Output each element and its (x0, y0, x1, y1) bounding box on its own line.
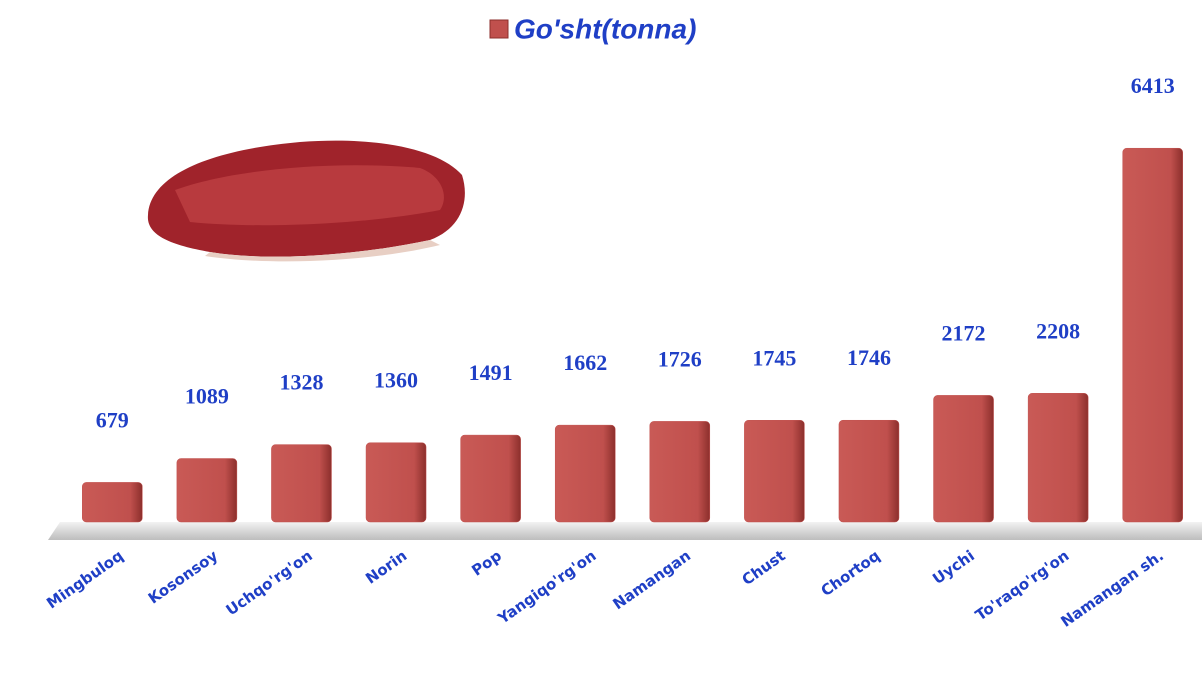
x-tick-label: Kosonsoy (145, 546, 222, 607)
x-tick-label: Norin (362, 547, 410, 588)
x-tick-label: Uchqo'rg'on (223, 547, 316, 620)
x-tick-label: Chortoq (818, 547, 884, 601)
bar (1028, 393, 1088, 522)
data-label: 1745 (752, 345, 796, 370)
meat-picture (148, 141, 465, 262)
legend-swatch (490, 20, 508, 38)
bar (555, 425, 615, 522)
bar (366, 443, 426, 522)
bar (177, 459, 237, 522)
data-label: 1360 (374, 368, 418, 393)
page: Go'sht(tonna) Mingbuloq 679 Kosonsoy 1089 Uc… (0, 0, 1202, 676)
bar (82, 482, 142, 522)
data-label: 1089 (185, 384, 229, 409)
data-label: 2172 (942, 320, 986, 345)
x-tick-label: Mingbuloq (43, 547, 126, 613)
chart: Go'sht(tonna) Mingbuloq 679 Kosonsoy 1089 Uc… (0, 0, 1202, 676)
bar (271, 445, 331, 522)
bar (744, 420, 804, 522)
bar (839, 420, 899, 522)
x-tick-label: To'raqo'rg'on (972, 547, 1072, 625)
data-label: 1662 (563, 350, 607, 375)
x-tick-label: Uychi (929, 547, 978, 589)
x-tick-label: Namangan sh. (1057, 547, 1167, 631)
x-tick-label: Yangiqo'rg'on (494, 547, 600, 629)
data-label: 1328 (279, 370, 323, 395)
data-label: 6413 (1131, 73, 1175, 98)
data-label: 2208 (1036, 318, 1080, 343)
floor (48, 522, 1202, 540)
bar (461, 435, 521, 522)
data-label: 1726 (658, 346, 702, 371)
data-label: 1491 (469, 360, 513, 385)
data-label: 1746 (847, 345, 891, 370)
x-tick-label: Namangan (610, 547, 695, 614)
legend-label: Go'sht(tonna) (514, 13, 696, 44)
bar (934, 395, 994, 522)
data-label: 679 (96, 407, 129, 432)
x-tick-label: Chust (739, 547, 789, 590)
bar (650, 421, 710, 522)
bar (1123, 148, 1183, 522)
x-tick-label: Pop (468, 546, 505, 579)
